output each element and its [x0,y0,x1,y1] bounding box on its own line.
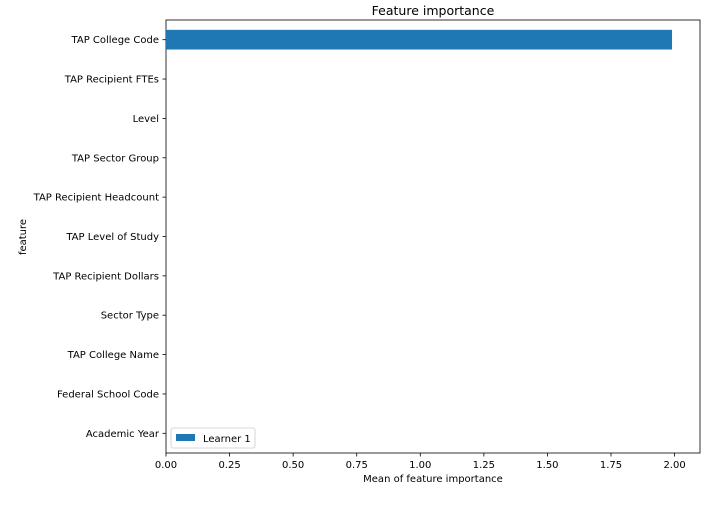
bar [166,29,673,50]
y-tick-label: TAP Recipient Headcount [33,193,159,204]
y-tick-label: TAP Recipient Dollars [52,271,159,282]
x-tick-label: 1.25 [473,460,495,471]
y-axis: TAP College Code TAP Recipient FTEs Level T… [33,35,166,440]
x-tick-label: 0.00 [155,460,177,471]
legend-label: Learner 1 [203,434,251,445]
y-tick-label: Academic Year [86,429,160,440]
y-tick-label: TAP College Name [67,350,159,361]
plot-area [165,19,701,454]
y-tick-label: TAP Sector Group [71,153,159,164]
y-tick-label: Federal School Code [57,389,159,400]
y-tick-label: Sector Type [101,311,159,322]
legend: Learner 1 [170,427,256,449]
legend-swatch [176,434,195,441]
y-tick-label: Level [133,114,159,125]
y-axis-label: feature [18,219,29,255]
chart-title: Feature importance [372,3,495,18]
bars-layer [166,29,673,50]
legend-box [170,427,256,449]
x-tick-label: 0.75 [346,460,368,471]
y-tick-label: TAP Recipient FTEs [64,75,159,86]
x-tick-label: 0.50 [282,460,304,471]
y-tick-label: TAP Level of Study [65,232,159,243]
x-axis: 0.00 0.25 0.50 0.75 1.00 1.25 1.50 1.75 2.00 [155,453,686,471]
x-tick-label: 0.25 [218,460,240,471]
x-tick-label: 2.00 [663,460,685,471]
x-axis-label: Mean of feature importance [363,474,503,485]
y-tick-label: TAP College Code [71,35,159,46]
x-tick-label: 1.75 [600,460,622,471]
x-tick-label: 1.00 [409,460,431,471]
x-tick-label: 1.50 [536,460,558,471]
